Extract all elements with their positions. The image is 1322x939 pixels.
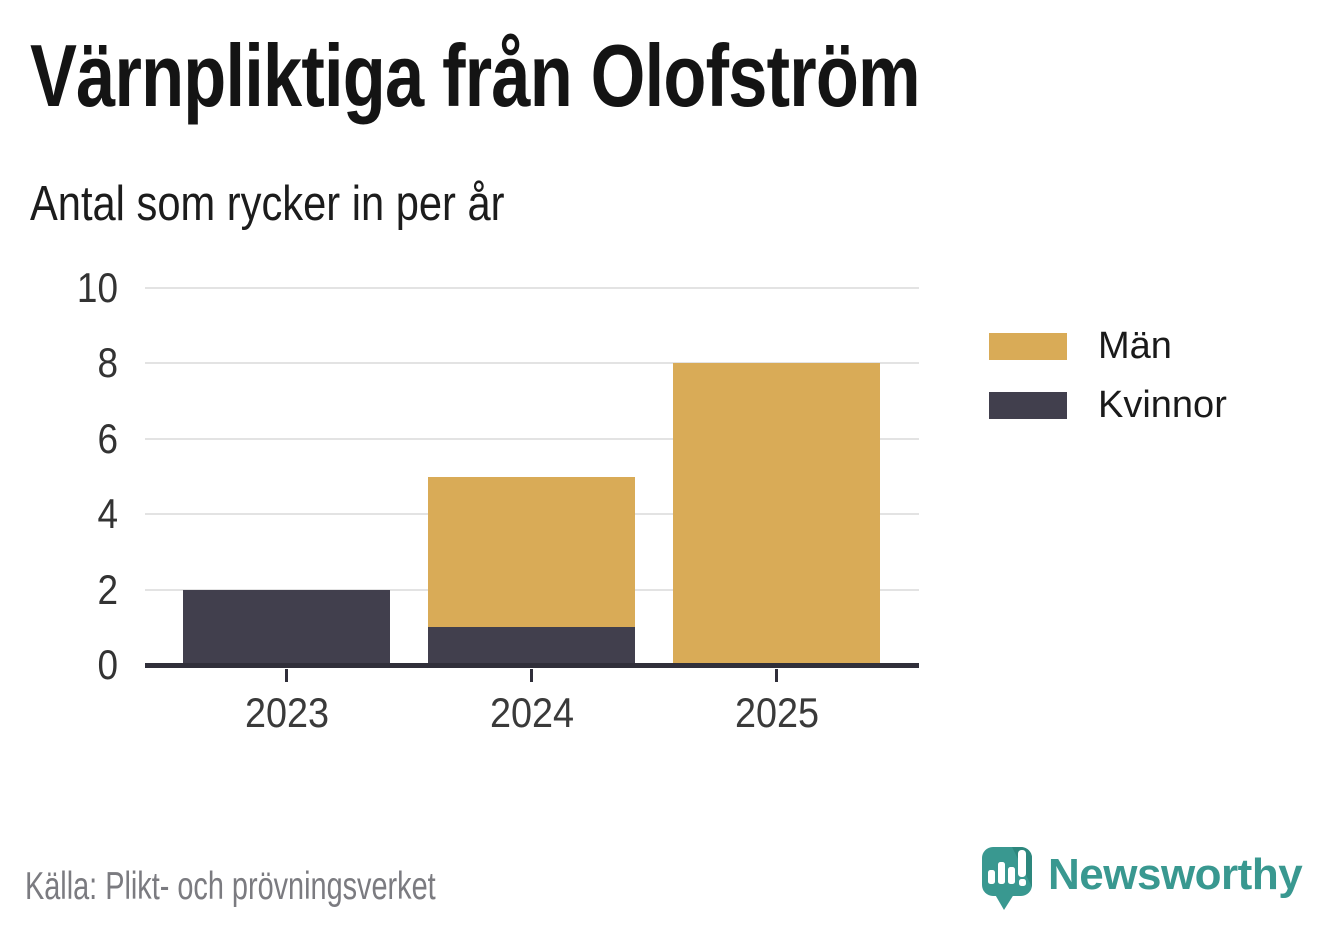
bar-segment-män-2024 (428, 476, 635, 628)
brand-name: Newsworthy (1048, 850, 1303, 899)
chart-subtitle: Antal som rycker in per år (30, 177, 505, 231)
grid-line (145, 287, 919, 289)
newsworthy-speech-bubble-chart-icon (982, 847, 1032, 910)
legend: Män Kvinnor (989, 325, 1227, 449)
y-axis-tick-label: 10 (76, 264, 118, 311)
x-axis-tick-label: 2024 (489, 689, 574, 736)
legend-swatch-kvinnor (989, 391, 1067, 419)
legend-item-kvinnor: Kvinnor (989, 384, 1227, 426)
brand-logo: Newsworthy (982, 847, 1303, 915)
bar-segment-män-2025 (673, 363, 880, 665)
plot-area: 2023 2024 2025 (145, 287, 919, 735)
grid-line (145, 362, 919, 365)
x-axis-tick (285, 669, 288, 682)
bar-2023 (183, 589, 390, 665)
bar-2025 (673, 363, 880, 665)
y-axis-tick-label: 2 (97, 565, 118, 613)
x-axis-tick-label: 2025 (734, 689, 819, 736)
legend-item-män: Män (989, 325, 1227, 367)
legend-label-män: Män (1098, 325, 1172, 367)
y-axis-tick-label: 6 (97, 414, 118, 462)
legend-label-kvinnor: Kvinnor (1098, 384, 1227, 426)
x-axis-line (145, 663, 919, 668)
bar-segment-kvinnor-2023 (183, 589, 390, 665)
legend-swatch-män (989, 332, 1067, 360)
y-axis-tick-label: 8 (97, 339, 118, 387)
grid-line (145, 437, 919, 440)
x-axis-tick (530, 669, 533, 682)
y-axis-tick-label: 0 (97, 641, 118, 688)
y-axis-tick-label: 4 (97, 490, 118, 538)
bar-segment-kvinnor-2024 (428, 627, 635, 665)
bar-2024 (428, 476, 635, 665)
chart-title: Värnpliktiga från Olofström (30, 26, 921, 125)
source-note: Källa: Plikt- och prövningsverket (25, 865, 436, 908)
x-axis-tick (775, 669, 778, 682)
x-axis-tick-label: 2023 (244, 689, 329, 736)
